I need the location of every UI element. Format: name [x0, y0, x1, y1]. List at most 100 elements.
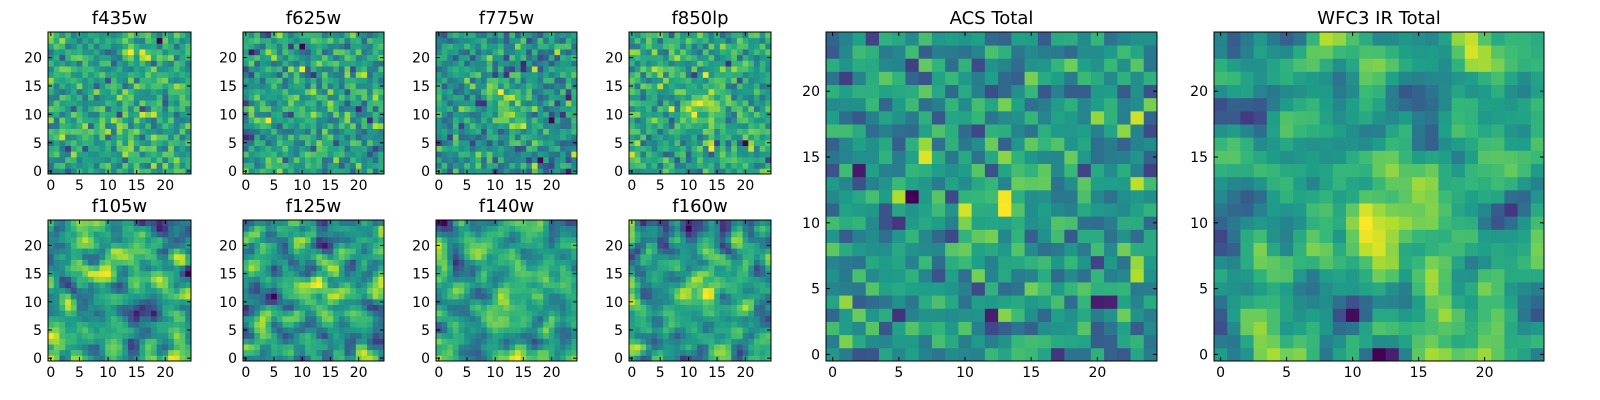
heatmap-cell	[248, 304, 255, 311]
heatmap-cell	[82, 100, 89, 107]
heatmap-cell	[447, 332, 454, 339]
heatmap-cell	[116, 265, 123, 272]
heatmap-cell	[565, 248, 572, 255]
heatmap-cell	[254, 105, 261, 112]
heatmap-cell	[708, 310, 715, 317]
heatmap-cell	[48, 162, 55, 169]
heatmap-cell	[321, 32, 328, 39]
heatmap-cell	[316, 111, 323, 118]
heatmap-cell	[254, 134, 261, 141]
heatmap-cell	[543, 355, 550, 362]
heatmap-cell	[646, 349, 653, 356]
heatmap-cell	[162, 265, 169, 272]
heatmap-cell	[702, 332, 709, 339]
heatmap-cell	[736, 327, 743, 334]
heatmap-cell	[82, 293, 89, 300]
heatmap-cell	[486, 349, 493, 356]
heatmap-cell	[344, 94, 351, 101]
heatmap-cell	[361, 111, 368, 118]
heatmap-cell	[571, 60, 578, 67]
heatmap-cell	[82, 231, 89, 238]
heatmap-cell	[680, 162, 687, 169]
heatmap-cell	[254, 71, 261, 78]
heatmap-cell	[133, 71, 140, 78]
heatmap-cell	[731, 287, 738, 294]
heatmap-cell	[486, 168, 493, 175]
heatmap-cell	[65, 37, 72, 44]
heatmap-cell	[122, 162, 129, 169]
heatmap-cell	[469, 145, 476, 152]
heatmap-cell	[316, 287, 323, 294]
heatmap-cell	[327, 156, 334, 164]
heatmap-cell	[316, 77, 323, 84]
heatmap-cell	[725, 344, 732, 351]
heatmap-cell	[276, 298, 283, 305]
heatmap-cell	[288, 338, 295, 345]
heatmap-cell	[367, 231, 374, 238]
heatmap-cell	[719, 282, 726, 289]
heatmap-cell	[76, 71, 83, 78]
heatmap-cell	[372, 259, 379, 266]
heatmap-cell	[748, 111, 755, 118]
heatmap-cell	[531, 151, 538, 158]
heatmap-cell	[282, 105, 289, 112]
heatmap-cell	[714, 60, 721, 67]
heatmap-cell	[344, 77, 351, 84]
heatmap-cell	[571, 231, 578, 238]
heatmap-cell	[481, 344, 488, 351]
heatmap-cell	[441, 327, 448, 334]
heatmap-cell	[554, 43, 561, 50]
heatmap-cell	[475, 338, 482, 345]
heatmap-cell	[271, 60, 278, 67]
heatmap-cell	[714, 71, 721, 78]
heatmap-cell	[168, 60, 175, 67]
heatmap-cell	[150, 37, 158, 44]
heatmap-cell	[128, 231, 135, 238]
heatmap-cell	[145, 139, 152, 146]
axes-frame	[47, 31, 192, 175]
heatmap-cell	[560, 344, 567, 351]
heatmap-cell	[333, 220, 340, 227]
heatmap-cell	[350, 344, 357, 351]
heatmap-cell	[70, 60, 77, 67]
heatmap-cell	[531, 270, 538, 277]
heatmap-cell	[685, 315, 692, 322]
heatmap-cell	[93, 265, 100, 272]
heatmap-cell	[299, 253, 306, 260]
heatmap-cell	[452, 105, 459, 112]
heatmap-cell	[162, 105, 169, 112]
heatmap-cell	[310, 94, 317, 101]
heatmap-cell	[531, 344, 538, 351]
heatmap-cell	[128, 265, 135, 272]
heatmap-cell	[361, 315, 368, 322]
heatmap-cell	[651, 111, 658, 118]
heatmap-cell	[327, 139, 334, 146]
heatmap-cell	[344, 37, 351, 44]
heatmap-cells	[48, 220, 192, 362]
heatmap-cell	[436, 77, 443, 84]
heatmap-cell	[372, 43, 379, 50]
heatmap-cell	[70, 276, 77, 283]
heatmap-cell	[133, 49, 140, 56]
heatmap-cell	[464, 338, 471, 345]
heatmap-cell	[372, 327, 379, 334]
heatmap-cell	[48, 338, 55, 345]
heatmap-cell	[640, 54, 647, 61]
heatmap-cell	[65, 43, 72, 50]
heatmap-cell	[526, 304, 533, 311]
heatmap-cell	[321, 225, 328, 232]
heatmap-cell	[156, 259, 163, 266]
heatmap-cell	[663, 66, 670, 73]
heatmap-cell	[742, 71, 749, 78]
heatmap-cell	[481, 151, 488, 158]
heatmap-cell	[571, 128, 578, 135]
heatmap-cell	[327, 105, 334, 112]
heatmap-cell	[361, 355, 368, 362]
heatmap-cell	[70, 310, 77, 317]
heatmap-cell	[657, 128, 664, 135]
heatmap-cell	[53, 304, 60, 311]
heatmap-cell	[452, 225, 459, 232]
heatmap-cell	[265, 71, 272, 78]
heatmap-cell	[99, 287, 106, 294]
heatmap-cell	[447, 77, 454, 84]
